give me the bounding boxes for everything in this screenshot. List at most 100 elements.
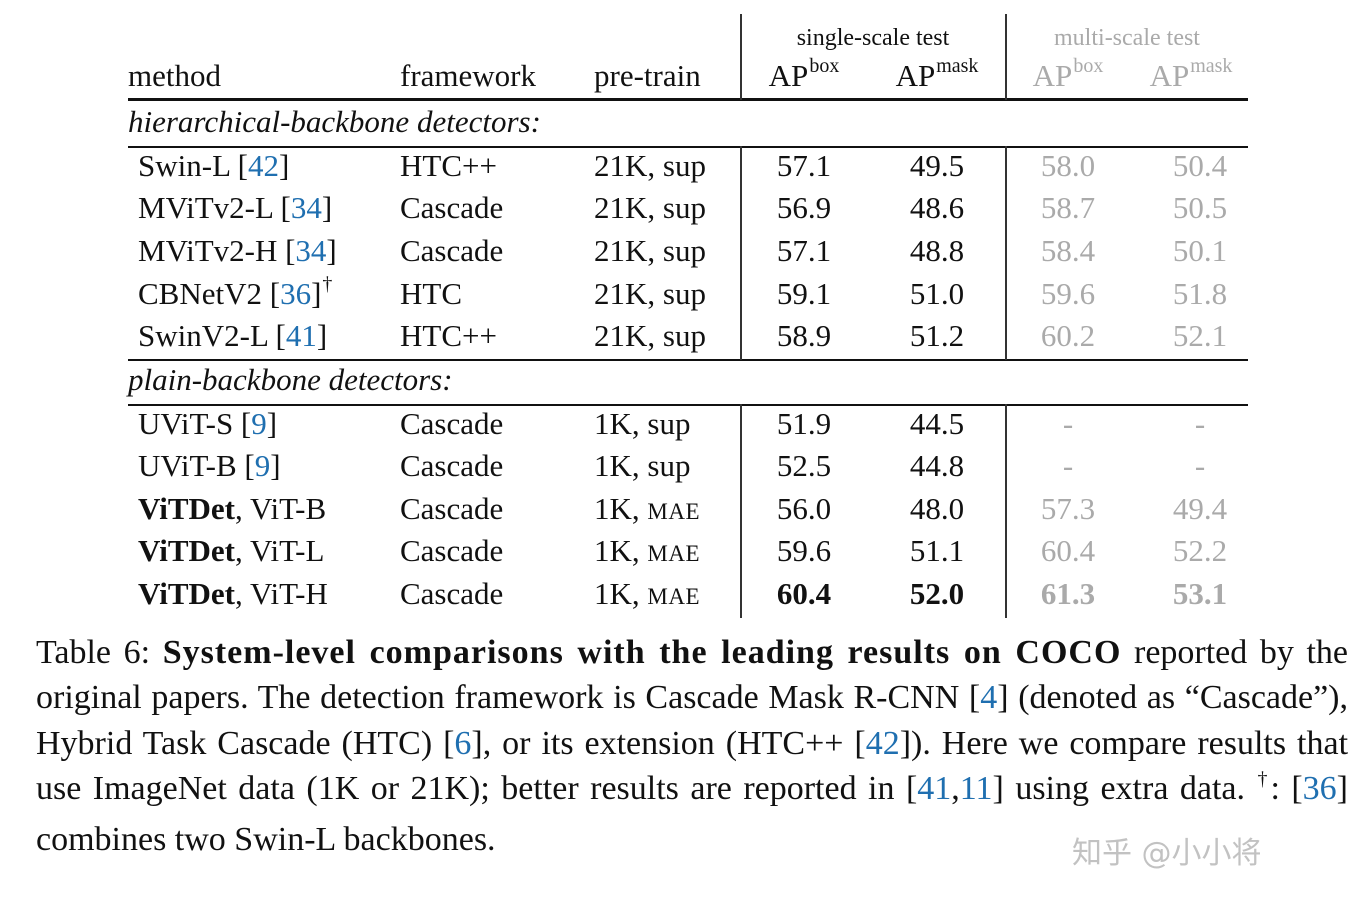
- method-cell: MViTv2-H [34]: [138, 233, 337, 268]
- header-rule: [128, 98, 1248, 101]
- column-divider: [740, 14, 742, 100]
- col-header-ms-apmask: APmask: [1149, 55, 1233, 93]
- ss-apbox-cell: 59.6: [776, 533, 832, 568]
- method-cell: UViT-B [9]: [138, 448, 281, 483]
- column-divider: [740, 146, 742, 360]
- col-header-ms-apbox: APbox: [1032, 55, 1104, 93]
- method-cell: UViT-S [9]: [138, 406, 278, 441]
- ms-apmask-cell: 52.1: [1172, 318, 1228, 353]
- ss-apbox-cell: 52.5: [776, 448, 832, 483]
- method-cell: ViTDet, ViT-H: [138, 576, 328, 611]
- ms-apmask-cell: 52.2: [1172, 533, 1228, 568]
- framework-cell: Cascade: [400, 491, 504, 526]
- ms-apbox-cell: 60.2: [1040, 318, 1096, 353]
- pretrain-cell: 1K, sup: [594, 448, 691, 483]
- citation-link[interactable]: 4: [980, 679, 998, 717]
- col-header-multi-scale: multi-scale test: [1054, 25, 1200, 51]
- framework-cell: HTC++: [400, 318, 497, 353]
- ms-apbox-cell: -: [1062, 448, 1074, 483]
- ms-apmask-cell: 53.1: [1172, 576, 1228, 611]
- ms-apbox-cell: 61.3: [1040, 576, 1096, 611]
- framework-cell: Cascade: [400, 533, 504, 568]
- framework-cell: Cascade: [400, 233, 504, 268]
- framework-cell: HTC++: [400, 148, 497, 183]
- ms-apmask-cell: 50.1: [1172, 233, 1228, 268]
- method-cell: SwinV2-L [41]: [138, 318, 328, 353]
- ss-apmask-cell: 48.0: [909, 491, 965, 526]
- ms-apbox-cell: 60.4: [1040, 533, 1096, 568]
- section-rule: [128, 359, 1248, 361]
- ss-apmask-cell: 51.0: [909, 276, 965, 311]
- col-header-single-scale: single-scale test: [796, 25, 950, 51]
- ms-apbox-cell: 58.4: [1040, 233, 1096, 268]
- citation-link[interactable]: 6: [454, 724, 472, 762]
- pretrain-cell: 21K, sup: [594, 233, 706, 268]
- ss-apbox-cell: 56.9: [776, 190, 832, 225]
- results-table: method framework pre-train single-scale …: [128, 14, 1248, 618]
- ms-apbox-cell: 59.6: [1040, 276, 1096, 311]
- section-title: plain-backbone detectors:: [128, 362, 453, 397]
- col-header-pretrain: pre-train: [594, 58, 701, 93]
- method-cell: CBNetV2 [36]†: [138, 273, 333, 311]
- pretrain-cell: 21K, sup: [594, 148, 706, 183]
- ms-apmask-cell: -: [1194, 406, 1206, 441]
- ss-apmask-cell: 44.8: [909, 448, 965, 483]
- ms-apbox-cell: -: [1062, 406, 1074, 441]
- section-title: hierarchical-backbone detectors:: [128, 104, 541, 139]
- col-header-method: method: [128, 58, 221, 93]
- col-header-framework: framework: [400, 58, 536, 93]
- ms-apbox-cell: 58.7: [1040, 190, 1096, 225]
- ms-apmask-cell: -: [1194, 448, 1206, 483]
- ms-apbox-cell: 58.0: [1040, 148, 1096, 183]
- col-header-ss-apmask: APmask: [895, 55, 979, 93]
- column-divider: [740, 404, 742, 618]
- watermark: 知乎 @小小将: [1072, 836, 1262, 871]
- framework-cell: Cascade: [400, 406, 504, 441]
- ss-apmask-cell: 48.6: [909, 190, 965, 225]
- citation-link[interactable]: 41: [917, 770, 952, 808]
- ss-apmask-cell: 51.2: [909, 318, 965, 353]
- ms-apmask-cell: 51.8: [1172, 276, 1228, 311]
- column-divider: [1005, 14, 1007, 100]
- pretrain-cell: 1K, sup: [594, 406, 691, 441]
- ms-apmask-cell: 49.4: [1172, 491, 1228, 526]
- framework-cell: Cascade: [400, 576, 504, 611]
- method-cell: ViTDet, ViT-B: [138, 491, 327, 526]
- ss-apmask-cell: 51.1: [909, 533, 965, 568]
- method-cell: MViTv2-L [34]: [138, 190, 333, 225]
- pretrain-cell: 1K, MAE: [594, 491, 701, 526]
- caption-title: System-level comparisons with the leadin…: [162, 634, 1122, 671]
- method-cell: Swin-L [42]: [138, 148, 290, 183]
- ss-apmask-cell: 52.0: [909, 576, 965, 611]
- framework-cell: Cascade: [400, 448, 504, 483]
- ms-apmask-cell: 50.4: [1172, 148, 1228, 183]
- method-cell: ViTDet, ViT-L: [138, 533, 325, 568]
- pretrain-cell: 21K, sup: [594, 318, 706, 353]
- ss-apmask-cell: 44.5: [909, 406, 965, 441]
- pretrain-cell: 21K, sup: [594, 190, 706, 225]
- col-header-ss-apbox: APbox: [768, 55, 840, 93]
- ss-apbox-cell: 58.9: [776, 318, 832, 353]
- table-caption: Table 6: System-level comparisons with t…: [36, 634, 1349, 858]
- ss-apbox-cell: 59.1: [776, 276, 832, 311]
- ss-apbox-cell: 57.1: [776, 148, 832, 183]
- ss-apbox-cell: 51.9: [776, 406, 832, 441]
- ms-apmask-cell: 50.5: [1172, 190, 1228, 225]
- caption-label: Table 6:: [36, 634, 163, 671]
- column-divider: [1005, 404, 1007, 618]
- ms-apbox-cell: 57.3: [1040, 491, 1096, 526]
- framework-cell: HTC: [400, 276, 462, 311]
- section-rule: [128, 146, 1248, 148]
- column-divider: [1005, 146, 1007, 360]
- framework-cell: Cascade: [400, 190, 504, 225]
- section-rule: [128, 404, 1248, 406]
- ss-apbox-cell: 57.1: [776, 233, 832, 268]
- pretrain-cell: 1K, MAE: [594, 576, 701, 611]
- citation-link[interactable]: 36: [1302, 770, 1337, 808]
- pretrain-cell: 1K, MAE: [594, 533, 701, 568]
- ss-apbox-cell: 60.4: [776, 576, 832, 611]
- citation-link[interactable]: 11: [959, 770, 993, 808]
- pretrain-cell: 21K, sup: [594, 276, 706, 311]
- ss-apmask-cell: 49.5: [909, 148, 965, 183]
- citation-link[interactable]: 42: [865, 724, 900, 762]
